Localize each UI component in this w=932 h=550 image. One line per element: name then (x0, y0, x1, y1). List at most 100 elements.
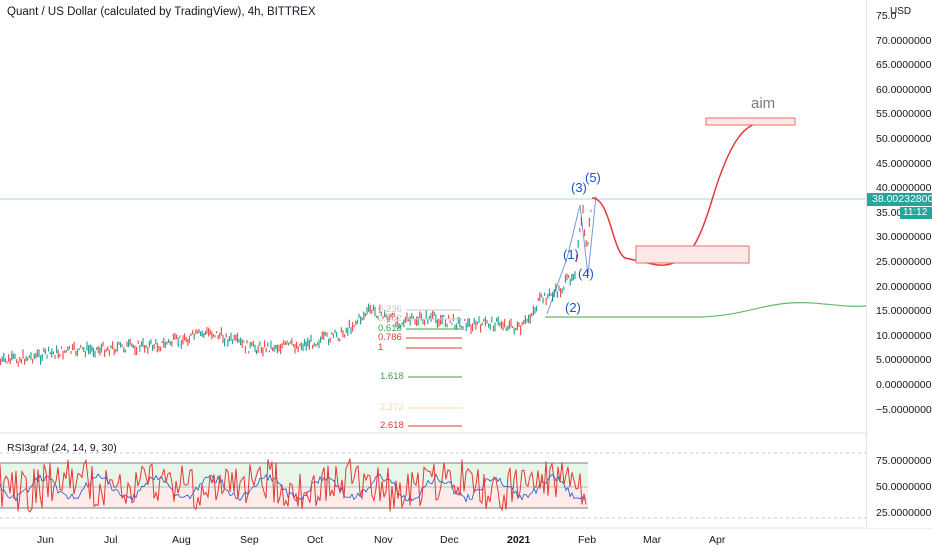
price-candle (564, 274, 566, 283)
price-candle (153, 343, 155, 350)
price-candle (91, 345, 93, 352)
time-axis-label: Dec (440, 534, 459, 546)
price-candle (142, 337, 144, 348)
price-candle (507, 325, 509, 331)
price-candle (160, 346, 162, 352)
price-candle (371, 309, 373, 314)
price-candle (206, 327, 208, 334)
aim-label: aim (751, 95, 776, 112)
price-candle (340, 327, 342, 333)
price-candle (81, 347, 83, 350)
price-candle (393, 312, 395, 317)
price-candle (4, 358, 6, 363)
price-candle (270, 340, 272, 350)
price-axis[interactable] (866, 0, 932, 528)
price-candle (126, 341, 128, 347)
price-candle (584, 229, 586, 237)
price-candle (350, 327, 352, 335)
price-candle (25, 356, 27, 362)
price-candle (28, 355, 30, 359)
current-price-tag: 38.00232800 (867, 193, 932, 206)
price-candle (172, 333, 174, 340)
price-candle (200, 331, 202, 336)
price-candle (147, 346, 149, 354)
indicator-title[interactable]: RSI3graf (24, 14, 9, 30) (7, 442, 117, 454)
price-candle (44, 349, 46, 355)
price-candle (467, 318, 469, 328)
price-candle (468, 318, 470, 327)
price-candle (267, 342, 269, 347)
price-candle (70, 351, 72, 354)
price-candle (510, 318, 512, 328)
price-candle (1, 356, 3, 362)
price-candle (108, 349, 110, 356)
price-candle (561, 288, 563, 294)
price-candle (100, 343, 102, 353)
price-candle (302, 343, 304, 352)
price-candle (441, 314, 443, 325)
price-candle (201, 330, 203, 337)
fib-level-label: 1 (378, 342, 384, 353)
price-candle (60, 346, 62, 349)
price-candle (0, 358, 2, 366)
price-candle (420, 313, 422, 321)
price-axis-label: 0.00000000 (876, 379, 932, 391)
price-candle (216, 331, 218, 334)
price-candle (484, 316, 486, 327)
price-candle (307, 337, 309, 347)
price-candle (238, 338, 240, 343)
price-candle (204, 330, 206, 336)
price-candle (278, 344, 280, 352)
price-candle (390, 313, 392, 318)
price-candle (97, 345, 99, 354)
price-candle (283, 340, 285, 345)
price-candle (139, 345, 141, 352)
price-candle (433, 311, 435, 316)
price-candle (265, 347, 267, 353)
price-candle (248, 351, 250, 354)
price-candle (27, 357, 29, 361)
price-candle (41, 353, 43, 362)
price-axis-label: 10.00000000 (876, 329, 932, 342)
price-candle (30, 352, 32, 360)
price-candle (342, 330, 344, 338)
price-candle (88, 345, 90, 355)
fib-level-label: 0.236 (378, 304, 402, 315)
price-axis-label: 70.00000000 (876, 34, 932, 47)
price-candle (320, 336, 322, 343)
price-candle (59, 353, 61, 358)
price-candle (361, 317, 363, 321)
price-candle (355, 320, 357, 326)
price-candle (156, 343, 158, 353)
price-candle (502, 322, 504, 331)
price-candle (241, 339, 243, 348)
price-candle (256, 349, 258, 355)
price-candle (113, 348, 115, 356)
price-candle (72, 344, 74, 351)
price-candles (0, 204, 592, 367)
price-candle (582, 204, 584, 214)
price-candle (176, 334, 178, 339)
price-candle (539, 292, 541, 302)
price-candle (251, 342, 253, 347)
price-candle (54, 354, 56, 359)
time-axis-label: Jun (37, 534, 54, 546)
price-candle (560, 288, 562, 298)
price-candle (227, 339, 229, 347)
price-candle (140, 341, 142, 347)
price-candle (411, 312, 413, 319)
price-candle (400, 324, 402, 328)
time-axis-label: Sep (240, 534, 259, 546)
price-candle (488, 323, 490, 328)
price-candle (281, 343, 283, 349)
price-candle (451, 322, 453, 325)
price-candle (345, 327, 347, 334)
price-candle (372, 304, 374, 311)
price-candle (134, 345, 136, 356)
price-candle (472, 323, 474, 332)
price-candle (209, 329, 211, 335)
rsi-axis-label: 75.00000000 (876, 455, 932, 467)
price-candle (40, 355, 42, 365)
price-candle (83, 347, 85, 353)
